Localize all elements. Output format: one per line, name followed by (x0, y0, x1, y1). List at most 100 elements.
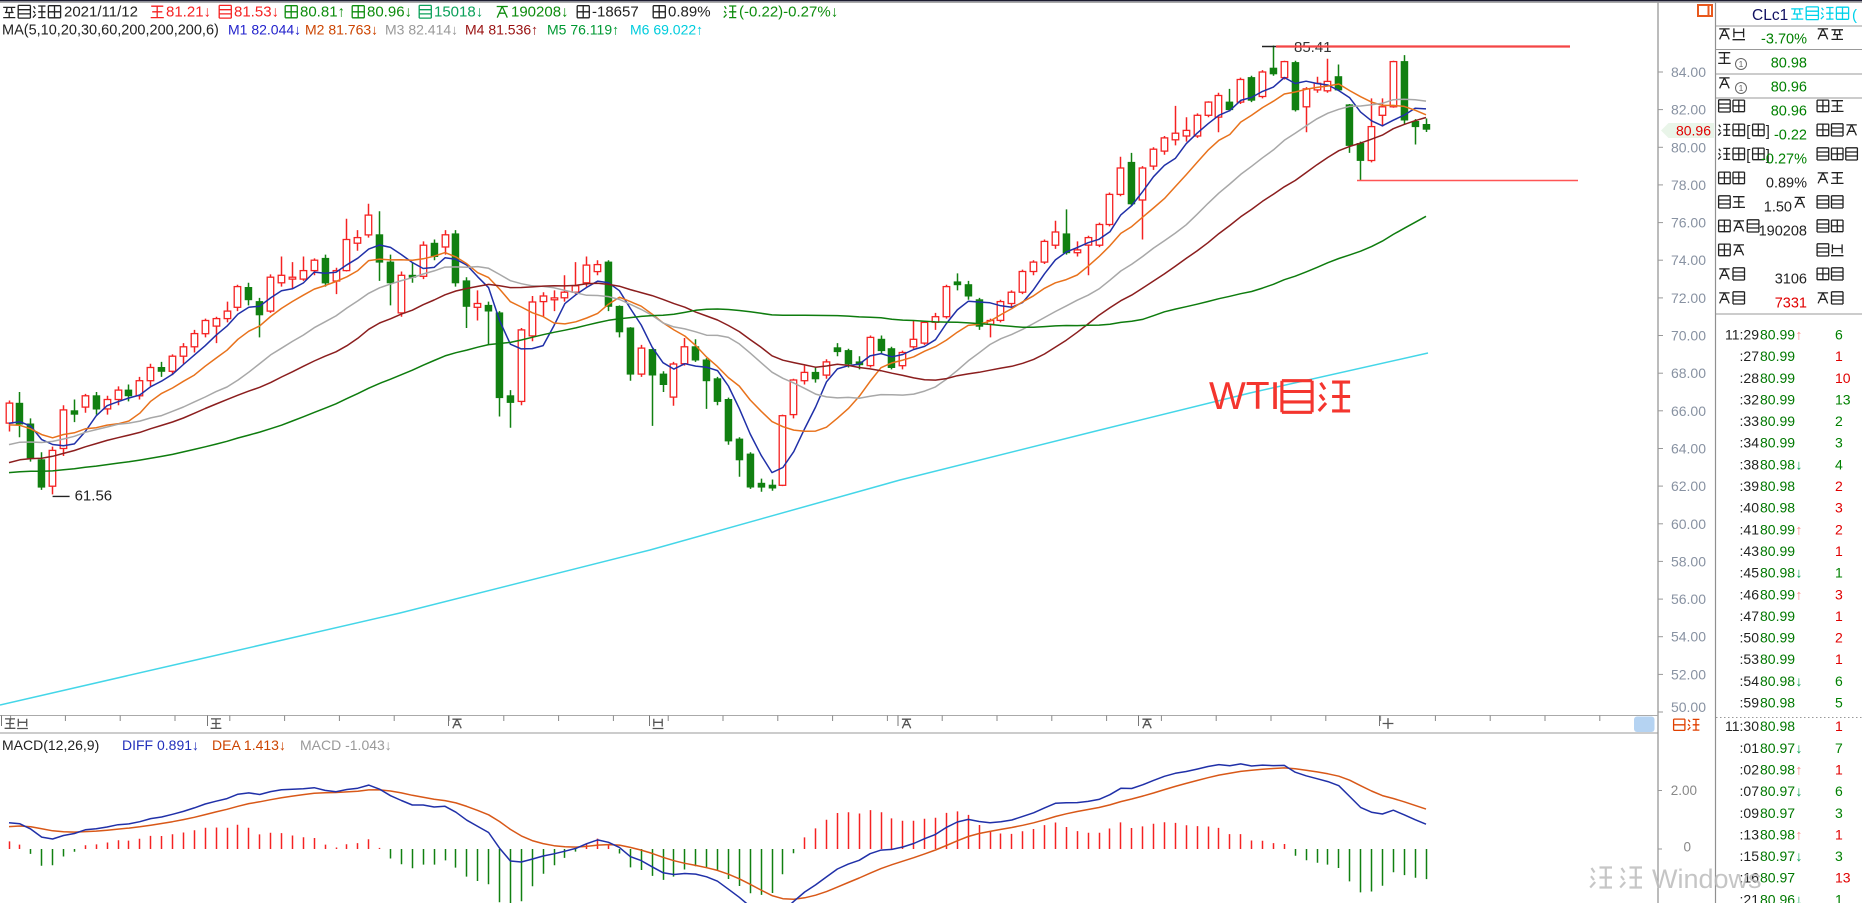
svg-text:M3 82.414↓: M3 82.414↓ (385, 22, 458, 38)
svg-text:78.00: 78.00 (1671, 177, 1706, 193)
svg-text:3: 3 (1835, 805, 1843, 821)
svg-text::27: :27 (1740, 348, 1760, 364)
svg-text:80.97: 80.97 (1760, 805, 1795, 821)
svg-text:1: 1 (1835, 718, 1843, 734)
svg-text:190208↓: 190208↓ (511, 4, 569, 21)
svg-text:1: 1 (1835, 565, 1843, 581)
svg-text::01: :01 (1740, 740, 1760, 756)
svg-text:80.99: 80.99 (1760, 391, 1795, 407)
svg-text:M5 76.119↑: M5 76.119↑ (547, 22, 619, 38)
svg-text:0.89%: 0.89% (1766, 176, 1807, 192)
svg-text::21: :21 (1740, 891, 1760, 903)
svg-text:3: 3 (1835, 848, 1843, 864)
svg-text:74.00: 74.00 (1671, 252, 1706, 268)
svg-text:4: 4 (1835, 456, 1843, 472)
svg-text:80.97: 80.97 (1760, 783, 1795, 799)
svg-text::34: :34 (1740, 435, 1760, 451)
svg-text:6: 6 (1835, 783, 1843, 799)
svg-text:2: 2 (1835, 630, 1843, 646)
svg-text::09: :09 (1740, 805, 1760, 821)
svg-text:0: 0 (1683, 840, 1691, 855)
svg-text::28: :28 (1740, 370, 1760, 386)
svg-text:80.98: 80.98 (1760, 673, 1795, 689)
svg-text:↓: ↓ (1796, 891, 1803, 903)
svg-text:DIFF 0.891↓: DIFF 0.891↓ (122, 737, 199, 753)
svg-text:1: 1 (1835, 543, 1843, 559)
svg-text:80.99: 80.99 (1760, 521, 1795, 537)
svg-text:1.50: 1.50 (1764, 200, 1792, 216)
svg-text:1: 1 (1835, 762, 1843, 778)
svg-text::33: :33 (1740, 413, 1760, 429)
svg-text:1: 1 (1835, 651, 1843, 667)
svg-text:-0.27%: -0.27% (1761, 152, 1807, 168)
svg-text:1: 1 (1739, 59, 1744, 69)
svg-text:↑: ↑ (1796, 826, 1803, 842)
svg-text::45: :45 (1740, 565, 1760, 581)
svg-text:80.98: 80.98 (1760, 478, 1795, 494)
svg-text:13: 13 (1835, 870, 1851, 886)
svg-text:[: [ (1746, 124, 1750, 140)
svg-text:6: 6 (1835, 327, 1843, 343)
svg-text:68.00: 68.00 (1671, 365, 1706, 381)
svg-text:↓: ↓ (1796, 673, 1803, 689)
svg-text:M4 81.536↑: M4 81.536↑ (465, 22, 538, 38)
svg-text::47: :47 (1740, 608, 1760, 624)
svg-text:WTI: WTI (1209, 375, 1280, 418)
svg-text:13: 13 (1835, 391, 1851, 407)
svg-text:80.96↓: 80.96↓ (367, 4, 412, 21)
svg-text::16: :16 (1740, 870, 1760, 886)
svg-text::32: :32 (1740, 391, 1760, 407)
svg-text:-0.22: -0.22 (1774, 128, 1807, 144)
svg-text:15018↓: 15018↓ (434, 4, 483, 21)
svg-text:80.98: 80.98 (1760, 456, 1795, 472)
svg-text:-3.70%: -3.70% (1761, 32, 1807, 48)
svg-text:80.99: 80.99 (1760, 651, 1795, 667)
svg-text:76.00: 76.00 (1671, 215, 1706, 231)
svg-text:2021/11/12: 2021/11/12 (64, 4, 138, 21)
svg-text:80.99: 80.99 (1760, 586, 1795, 602)
svg-text:2: 2 (1835, 413, 1843, 429)
svg-text:↑: ↑ (1796, 521, 1803, 537)
svg-text:80.81↑: 80.81↑ (300, 4, 345, 21)
svg-text:64.00: 64.00 (1671, 441, 1706, 457)
svg-text:61.56: 61.56 (75, 487, 113, 504)
svg-text:80.98: 80.98 (1760, 695, 1795, 711)
svg-text:80.98: 80.98 (1771, 56, 1807, 72)
svg-text:80.99: 80.99 (1760, 348, 1795, 364)
svg-text::46: :46 (1740, 586, 1760, 602)
svg-text:↓: ↓ (1796, 740, 1803, 756)
svg-text:72.00: 72.00 (1671, 290, 1706, 306)
svg-text::50: :50 (1740, 630, 1760, 646)
svg-text:80.98: 80.98 (1760, 762, 1795, 778)
svg-text:MA(5,10,20,30,60,200,200,200,6: MA(5,10,20,30,60,200,200,200,6) (2, 23, 219, 39)
svg-text::15: :15 (1740, 848, 1760, 864)
svg-text:10: 10 (1835, 370, 1851, 386)
svg-text:80.97: 80.97 (1760, 740, 1795, 756)
svg-text:80.99: 80.99 (1760, 435, 1795, 451)
svg-text:80.96: 80.96 (1771, 104, 1807, 120)
svg-text:80.99: 80.99 (1760, 370, 1795, 386)
svg-text:2: 2 (1835, 521, 1843, 537)
svg-text:[: [ (1746, 148, 1750, 164)
svg-text:M2 81.763↓: M2 81.763↓ (305, 22, 378, 38)
svg-text:(: ( (1852, 7, 1857, 24)
svg-text:80.96: 80.96 (1760, 891, 1795, 903)
svg-text:0.89%: 0.89% (668, 4, 711, 21)
svg-text:]: ] (1766, 148, 1770, 164)
svg-text:81.53↓: 81.53↓ (234, 4, 279, 21)
svg-text:1: 1 (1835, 826, 1843, 842)
svg-text:58.00: 58.00 (1671, 553, 1706, 569)
svg-text:80.99: 80.99 (1760, 543, 1795, 559)
svg-text::43: :43 (1740, 543, 1760, 559)
svg-text::41: :41 (1740, 521, 1760, 537)
svg-text:80.97: 80.97 (1760, 848, 1795, 864)
svg-text:↓: ↓ (1796, 456, 1803, 472)
svg-text:54.00: 54.00 (1671, 629, 1706, 645)
svg-text:↑: ↑ (1796, 327, 1803, 343)
svg-text::40: :40 (1740, 500, 1760, 516)
svg-text:6: 6 (1835, 673, 1843, 689)
svg-text:↓: ↓ (1796, 565, 1803, 581)
svg-text::54: :54 (1740, 673, 1760, 689)
svg-text:Windows: Windows (1652, 864, 1762, 894)
svg-text:80.00: 80.00 (1671, 139, 1706, 155)
